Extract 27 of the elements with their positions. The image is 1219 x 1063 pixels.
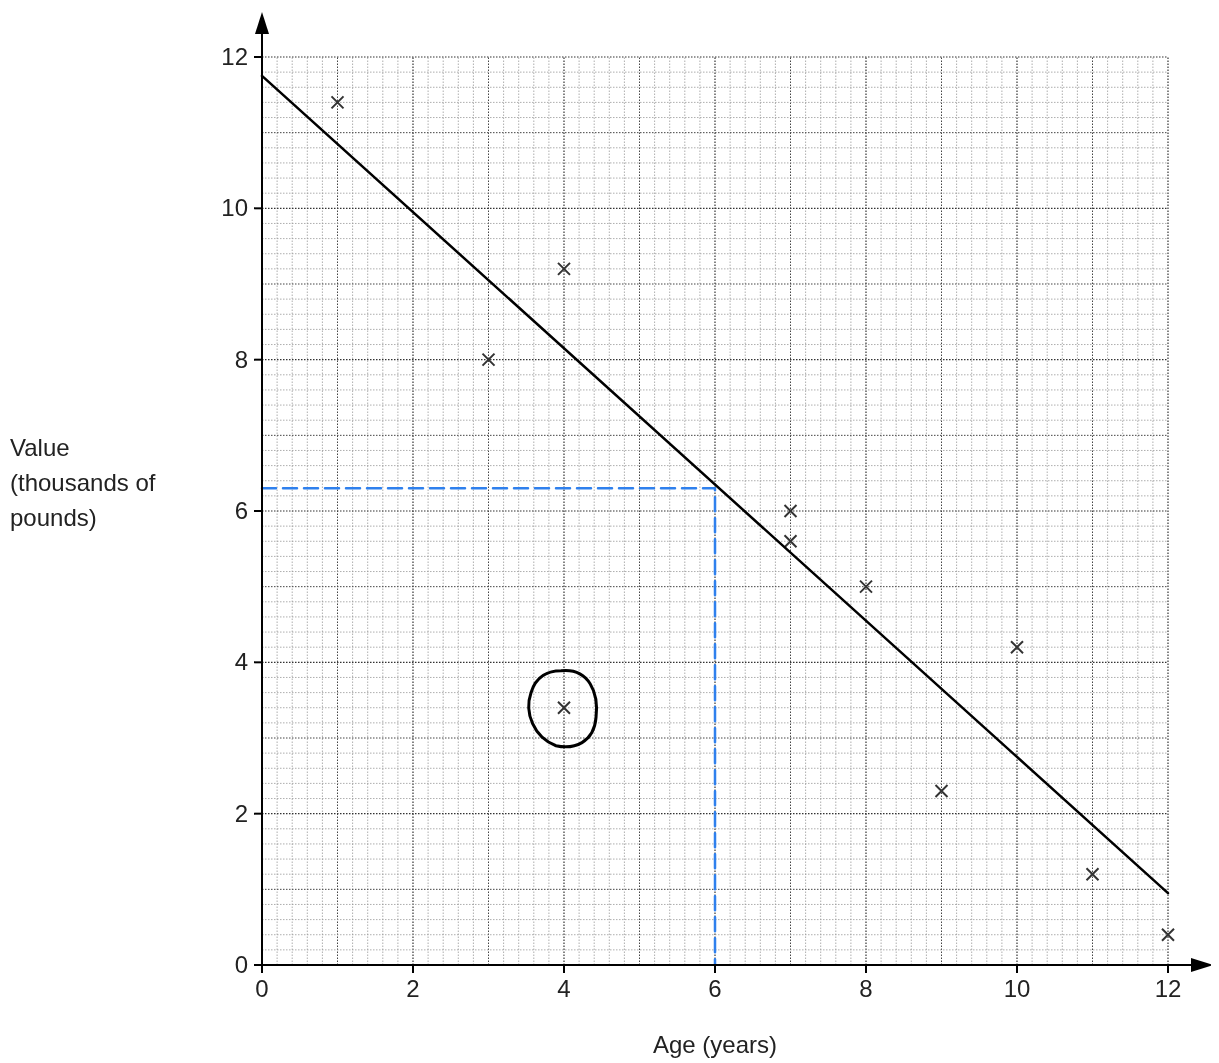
point (330, 95, 345, 110)
x-tick-label: 10 (1003, 975, 1031, 1002)
y-tick-label: 6 (234, 497, 248, 524)
point (557, 261, 571, 276)
x-tick-label: 12 (1154, 975, 1182, 1002)
point (557, 700, 571, 715)
y-tick-label: 10 (221, 194, 248, 222)
y-tick-label: 4 (234, 648, 248, 676)
x-tick-label: 0 (255, 975, 269, 1002)
y-tick-label: 2 (234, 799, 248, 827)
y-tick-label: 0 (234, 951, 248, 978)
y-tick-label: 12 (221, 43, 248, 70)
point (481, 352, 496, 367)
point (859, 579, 873, 594)
x-axis-title: Age (years) (652, 1031, 778, 1058)
x-tick-label: 6 (708, 975, 722, 1002)
y-axis-title: Value (thousands of pounds) (10, 434, 156, 531)
point (1161, 927, 1175, 942)
x-tick-label: 8 (859, 975, 873, 1002)
point (783, 534, 798, 549)
point (1085, 867, 1100, 882)
point (934, 783, 949, 798)
x-tick-label: 2 (406, 975, 420, 1002)
point (1010, 640, 1024, 655)
x-tick-label: 4 (557, 975, 571, 1002)
point (783, 504, 798, 518)
y-tick-label: 8 (234, 345, 248, 373)
